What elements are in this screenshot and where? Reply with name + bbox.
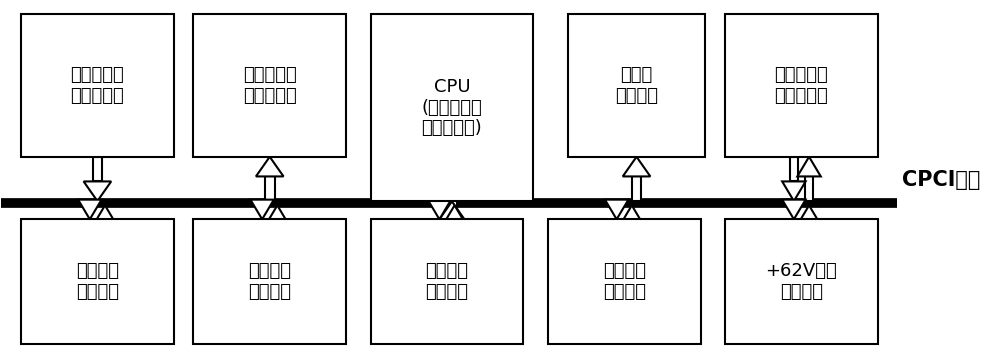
Text: 轴承温度遥
测生成模块: 轴承温度遥 测生成模块 xyxy=(775,66,828,105)
Bar xyxy=(371,219,523,344)
Polygon shape xyxy=(620,205,644,225)
Polygon shape xyxy=(623,157,650,176)
Bar xyxy=(101,219,109,225)
Polygon shape xyxy=(250,200,274,219)
Text: CPCI总线: CPCI总线 xyxy=(902,170,981,190)
Polygon shape xyxy=(256,157,284,176)
Polygon shape xyxy=(428,200,451,219)
Polygon shape xyxy=(266,205,289,225)
Bar xyxy=(447,201,457,221)
Polygon shape xyxy=(782,200,806,219)
Bar xyxy=(548,219,701,344)
Bar xyxy=(632,176,641,201)
Polygon shape xyxy=(443,205,466,225)
Bar xyxy=(193,219,346,344)
Bar xyxy=(451,219,458,225)
Bar xyxy=(436,200,443,205)
Bar xyxy=(21,219,174,344)
Bar xyxy=(371,14,533,202)
Text: 电机电流遥
测生成模块: 电机电流遥 测生成模块 xyxy=(243,66,297,105)
Bar xyxy=(265,176,275,201)
Text: 转速信号
生成模块: 转速信号 生成模块 xyxy=(603,262,646,301)
Text: 控制力矩
采集模块: 控制力矩 采集模块 xyxy=(425,262,468,301)
Polygon shape xyxy=(797,157,821,176)
Bar xyxy=(725,14,878,157)
Bar xyxy=(790,157,798,181)
Text: 指示灯
控制模块: 指示灯 控制模块 xyxy=(615,66,658,105)
Bar xyxy=(805,176,813,201)
Bar xyxy=(805,219,813,225)
Bar xyxy=(725,219,878,344)
Bar xyxy=(86,200,94,205)
Polygon shape xyxy=(438,202,466,221)
Polygon shape xyxy=(797,205,821,225)
Bar xyxy=(258,200,266,205)
Bar xyxy=(193,14,346,157)
Text: 开关指令
采集模块: 开关指令 采集模块 xyxy=(76,262,119,301)
Bar xyxy=(21,14,174,157)
Text: CPU
(动量轮模拟
器控制模块): CPU (动量轮模拟 器控制模块) xyxy=(422,78,482,138)
Bar xyxy=(273,219,281,225)
Bar xyxy=(613,200,621,205)
Bar xyxy=(568,14,705,157)
Bar xyxy=(628,219,636,225)
Polygon shape xyxy=(93,205,117,225)
Text: 方向定义
采集模块: 方向定义 采集模块 xyxy=(248,262,291,301)
Text: +62V遥测
生成模块: +62V遥测 生成模块 xyxy=(766,262,837,301)
Bar xyxy=(790,200,798,205)
Polygon shape xyxy=(84,181,111,201)
Polygon shape xyxy=(782,181,806,201)
Polygon shape xyxy=(605,200,628,219)
Text: 摩擦力矩参
数修正模块: 摩擦力矩参 数修正模块 xyxy=(71,66,124,105)
Bar xyxy=(93,157,102,181)
Polygon shape xyxy=(78,200,102,219)
